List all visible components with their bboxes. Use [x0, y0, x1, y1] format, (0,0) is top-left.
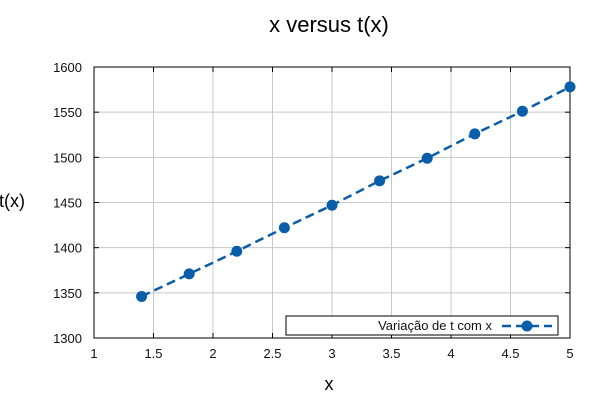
data-point: [421, 152, 433, 164]
x-axis: 1 1.5 2 2.5 3 3.5 4 4.5 5: [90, 67, 574, 361]
data-point: [231, 245, 243, 257]
x-tick-label: 1.5: [144, 346, 162, 361]
data-point: [326, 199, 338, 211]
x-tick-label: 3: [328, 346, 335, 361]
x-tick-label: 2: [209, 346, 216, 361]
x-tick-label: 2.5: [263, 346, 281, 361]
y-tick-label: 1450: [53, 196, 82, 211]
x-tick-label: 4.5: [501, 346, 519, 361]
chart-title: x versus t(x): [269, 12, 389, 37]
y-tick-label: 1300: [53, 331, 82, 346]
grid-lines: [94, 67, 570, 338]
data-point: [564, 81, 576, 93]
legend-label: Variação de t com x: [378, 318, 492, 333]
y-axis-label: t(x): [0, 191, 25, 211]
data-point: [278, 222, 290, 234]
x-tick-label: 4: [447, 346, 454, 361]
legend: Variação de t com x: [285, 315, 559, 336]
y-tick-label: 1600: [53, 60, 82, 75]
y-tick-label: 1350: [53, 286, 82, 301]
x-tick-label: 5: [566, 346, 573, 361]
y-tick-label: 1550: [53, 105, 82, 120]
data-point: [469, 128, 481, 140]
legend-marker: [521, 320, 533, 332]
data-point: [374, 175, 386, 187]
x-axis-label: x: [325, 374, 334, 394]
data-point: [183, 268, 195, 280]
data-point: [136, 290, 148, 302]
series-layer: [136, 81, 576, 302]
x-tick-label: 1: [90, 346, 97, 361]
y-axis: 1300 1350 1400 1450 1500 1550 1600: [53, 60, 570, 346]
y-tick-label: 1400: [53, 241, 82, 256]
x-tick-label: 3.5: [382, 346, 400, 361]
series-line: [141, 85, 571, 298]
legend-box: [285, 315, 559, 336]
y-tick-label: 1500: [53, 150, 82, 165]
data-point: [516, 105, 528, 117]
